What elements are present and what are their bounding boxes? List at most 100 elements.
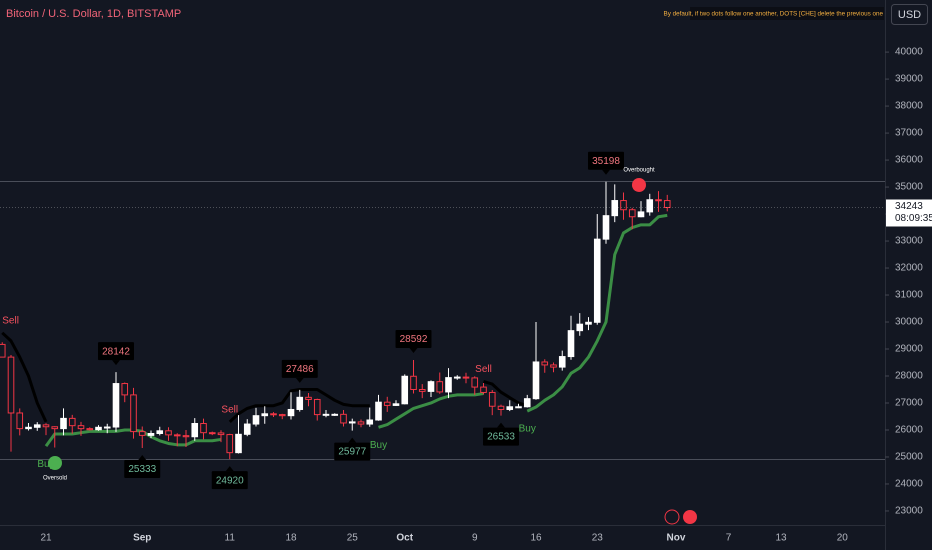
candle-body: [602, 215, 610, 240]
candle-body: [191, 423, 199, 438]
pivot-label: 26533: [487, 432, 515, 443]
candle-body: [68, 417, 76, 427]
candle-body: [585, 321, 592, 325]
last-price-box: [886, 199, 932, 227]
pivot-box: [588, 151, 624, 170]
candle-body: [637, 211, 645, 218]
candle-body: [646, 199, 654, 213]
candle-body: [243, 423, 251, 435]
x-tick-label: 20: [837, 533, 849, 544]
pivot-box: [211, 471, 248, 490]
pivot-box: [124, 459, 161, 478]
y-tick-label: 26000: [895, 425, 923, 436]
y-tick-label: 40000: [895, 47, 923, 58]
candle-body: [165, 430, 172, 436]
event-icon[interactable]: [664, 509, 680, 525]
signal-label: Sell: [221, 405, 238, 416]
candle-body: [278, 414, 286, 417]
y-tick-label: 28000: [895, 371, 923, 382]
candle-body: [515, 406, 522, 409]
x-tick-label: 23: [592, 533, 604, 544]
y-tick-label: 30000: [895, 317, 923, 328]
candle-body: [86, 428, 94, 431]
candle-body: [340, 413, 347, 424]
y-tick-label: 29000: [895, 344, 923, 355]
candle-body: [25, 426, 32, 430]
candle-body: [392, 403, 400, 406]
chart-title: Bitcoin / U.S. Dollar, 1D, BITSTAMP: [6, 8, 181, 20]
candle-body: [383, 401, 391, 406]
candle-body: [506, 406, 514, 410]
candle-body: [130, 394, 137, 433]
candle-body: [497, 405, 505, 410]
pivot-pointer: [409, 348, 418, 354]
pivot-label: 25333: [128, 464, 156, 475]
y-tick-label: 35000: [895, 182, 923, 193]
candle-body: [436, 381, 444, 393]
candle-body: [576, 323, 584, 332]
candle-body: [313, 398, 321, 416]
candle-body: [138, 431, 146, 436]
candle-body: [156, 430, 164, 434]
y-tick-label: 23000: [895, 506, 923, 517]
y-tick-label: 27000: [895, 398, 923, 409]
pivot-pointer: [602, 169, 610, 175]
candle-body: [252, 415, 260, 425]
pivot-pointer: [112, 360, 120, 366]
last-price-label: 34243: [895, 201, 923, 212]
event-icon[interactable]: [683, 510, 697, 524]
candle-body: [296, 396, 304, 410]
candle-body: [488, 391, 496, 407]
pivot-box: [483, 427, 519, 446]
candle-body: [33, 424, 41, 428]
candle-body: [567, 330, 575, 358]
candle-body: [200, 423, 207, 434]
x-tick-label: Nov: [667, 533, 686, 544]
candle-body: [541, 361, 549, 366]
pivot-label: 24920: [216, 475, 244, 486]
candle-body: [51, 426, 59, 430]
candle-body: [112, 383, 120, 428]
pivot-label: 35198: [592, 156, 620, 167]
candle-body: [121, 383, 129, 396]
candle-body: [445, 377, 452, 393]
trail-line: [1, 331, 528, 423]
y-tick-label: 38000: [895, 101, 923, 112]
candle-body: [453, 376, 461, 379]
pivot-label: 25977: [338, 447, 366, 458]
y-tick-label: 24000: [895, 479, 923, 490]
pivot-label: 28142: [102, 346, 130, 357]
currency-button[interactable]: [891, 4, 928, 25]
y-tick-label: 39000: [895, 74, 923, 85]
pivot-box: [334, 442, 371, 461]
candle-body: [0, 343, 6, 358]
x-tick-label: 18: [285, 533, 297, 544]
pivot-label: 27486: [286, 364, 314, 375]
candle-body: [103, 426, 111, 429]
marks: Sell Buy Sell Buy Sell Buy 28142 27486 28592 3519…: [0, 151, 671, 490]
candle-body: [418, 388, 426, 392]
note-box: [690, 7, 884, 20]
y-tick-label: 31000: [895, 290, 923, 301]
oversold-label: Oversold: [43, 476, 67, 482]
candle-body: [217, 432, 225, 436]
candle-body: [523, 398, 531, 408]
candle-body: [182, 435, 190, 438]
pivot-pointer: [295, 377, 304, 383]
x-tick-label: 13: [775, 533, 787, 544]
candle-body: [7, 356, 15, 414]
candle-body: [208, 432, 216, 435]
candle-body: [410, 375, 417, 390]
candle-body: [226, 434, 234, 454]
x-tick-label: 25: [347, 533, 359, 544]
y-tick-label: 25000: [895, 452, 923, 463]
candle-body: [305, 396, 312, 400]
pivot-box: [395, 330, 432, 349]
y-tick-label: 32000: [895, 263, 923, 274]
x-tick-label: 9: [472, 533, 478, 544]
x-tick-label: 21: [40, 533, 52, 544]
candle-body: [462, 376, 470, 379]
x-tick-label: 7: [726, 533, 732, 544]
signal-label: Buy: [370, 440, 387, 451]
candle-body: [401, 375, 409, 405]
